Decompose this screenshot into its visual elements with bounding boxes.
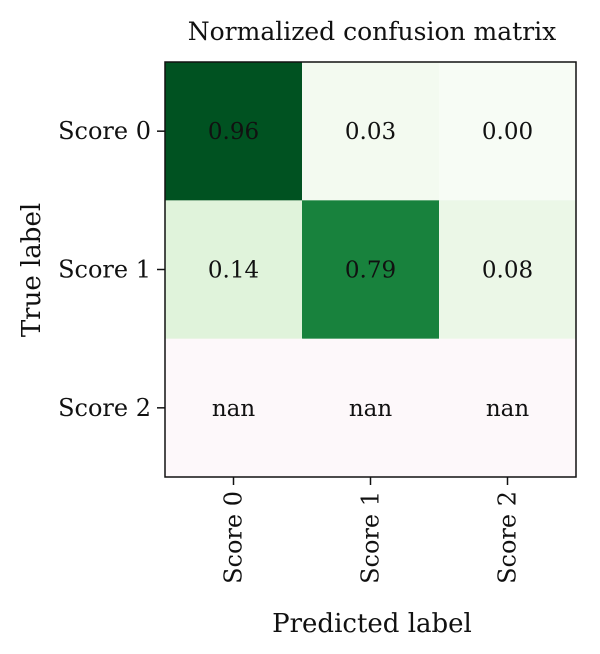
heatmap-cell [165,200,303,340]
cell-value-label: nan [212,396,256,422]
x-axis-label: Predicted label [272,609,472,639]
cell-value-label: 0.00 [482,119,533,145]
y-axis-ticks: Score 0 Score 1 Score 2 [58,117,165,422]
heatmap-cell-labels: 0.96 0.03 0.00 0.14 0.79 0.08 nan nan nan [208,119,533,422]
heatmap-cell [302,62,440,201]
x-tick-label: Score 1 [357,491,385,584]
y-tick-label: Score 1 [58,256,151,284]
heatmap-cell [302,338,440,478]
cell-value-label: 0.79 [345,258,396,284]
chart-title: Normalized confusion matrix [188,17,557,46]
cell-value-label: 0.03 [345,119,396,145]
cell-value-label: 0.96 [208,119,259,145]
cell-value-label: nan [349,396,393,422]
heatmap-cell [165,62,303,201]
x-tick-label: Score 2 [494,491,522,584]
cell-value-label: nan [486,396,530,422]
x-axis-ticks: Score 0 Score 1 Score 2 [220,477,522,584]
y-axis-label: True label [17,203,47,337]
heatmap-cell [165,338,303,478]
cell-value-label: 0.14 [208,258,259,284]
heatmap-cell [439,200,577,340]
cell-value-label: 0.08 [482,258,533,284]
y-tick-label: Score 2 [58,394,151,422]
heatmap-cell [439,62,577,201]
heatmap-cells [165,62,577,478]
y-tick-label: Score 0 [58,117,151,145]
heatmap-cell [302,200,440,340]
heatmap-cell [439,338,577,478]
x-tick-label: Score 0 [220,491,248,584]
